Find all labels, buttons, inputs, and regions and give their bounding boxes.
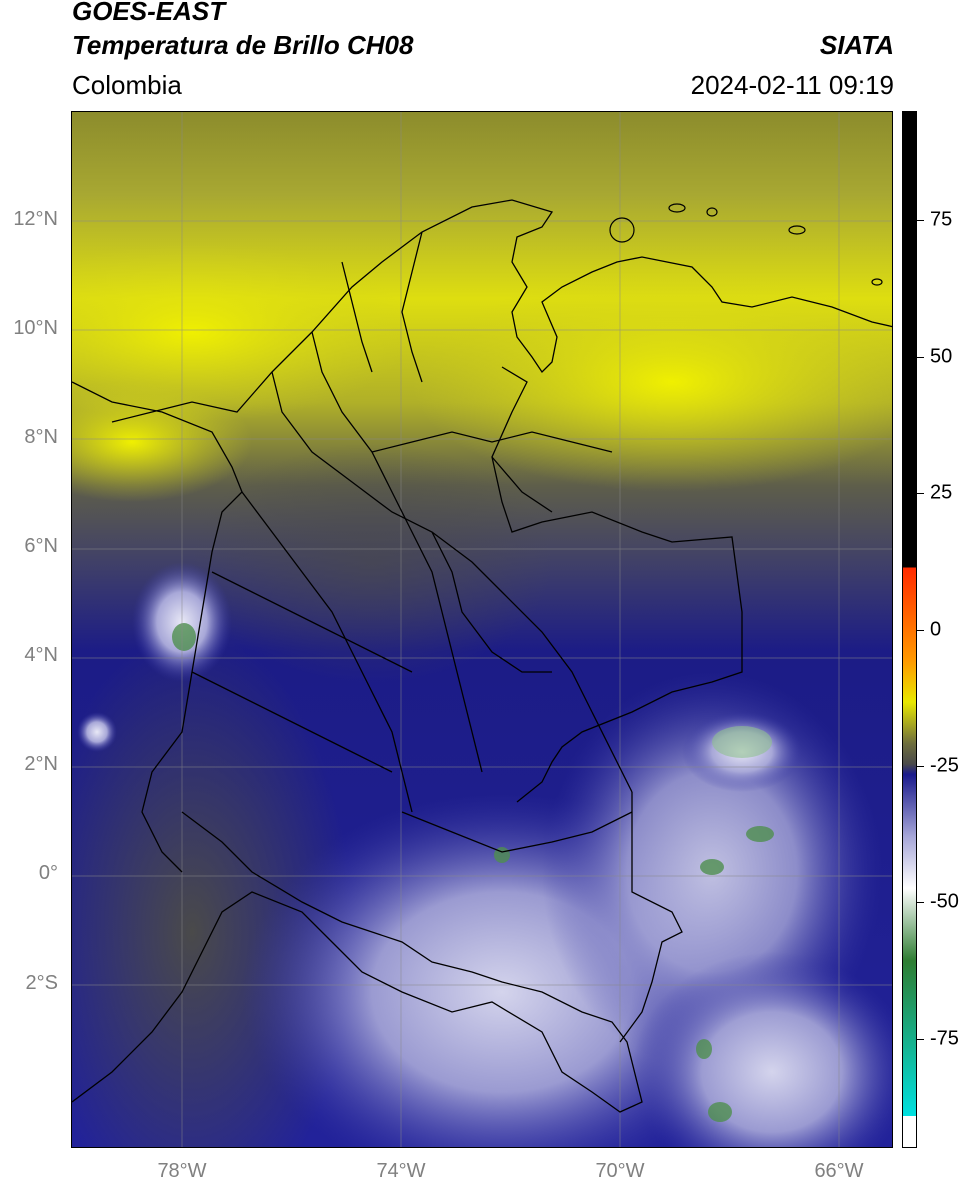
colorbar-tick-label: -50 <box>930 890 959 913</box>
lat-tick-2s: 2°S <box>25 972 58 994</box>
colorbar-tick-label: -25 <box>930 754 959 777</box>
lon-tick-70w: 70°W <box>595 1160 645 1182</box>
lat-tick-2n: 2°N <box>24 753 58 775</box>
lon-tick-78w: 78°W <box>157 1160 207 1182</box>
colorbar-tick-mark <box>917 493 924 495</box>
colorbar-tick-mark <box>917 1038 924 1040</box>
colorbar-tick-mark <box>917 629 924 631</box>
lat-tick-4n: 4°N <box>24 644 58 666</box>
colorbar-tick-mark <box>917 765 924 767</box>
colorbar-tick-label: -75 <box>930 1027 959 1050</box>
lat-tick-12n: 12°N <box>13 208 58 230</box>
datetime-label: 2024-02-11 09:19 <box>690 70 894 100</box>
colorbar-tick-label: 25 <box>930 481 953 504</box>
brand-label: SIATA <box>819 30 894 60</box>
colorbar <box>902 111 917 1148</box>
colorbar-tick-mark <box>917 220 924 222</box>
region-label: Colombia <box>72 70 182 100</box>
colorbar-tick-label: 50 <box>930 345 953 368</box>
satellite-map <box>71 111 893 1148</box>
lon-tick-66w: 66°W <box>814 1160 864 1182</box>
lat-tick-0: 0° <box>38 862 58 884</box>
lon-tick-74w: 74°W <box>376 1160 426 1182</box>
lat-tick-8n: 8°N <box>24 426 58 448</box>
map-subtitle: Temperatura de Brillo CH08 <box>72 30 414 60</box>
map-title: GOES-EAST <box>72 0 226 26</box>
colorbar-tick-mark <box>917 902 924 904</box>
lat-tick-6n: 6°N <box>24 535 58 557</box>
colorbar-tick-label: 0 <box>930 618 942 640</box>
lat-tick-10n: 10°N <box>13 317 58 339</box>
colorbar-tick-label: 75 <box>930 208 953 231</box>
colorbar-tick-mark <box>917 356 924 358</box>
